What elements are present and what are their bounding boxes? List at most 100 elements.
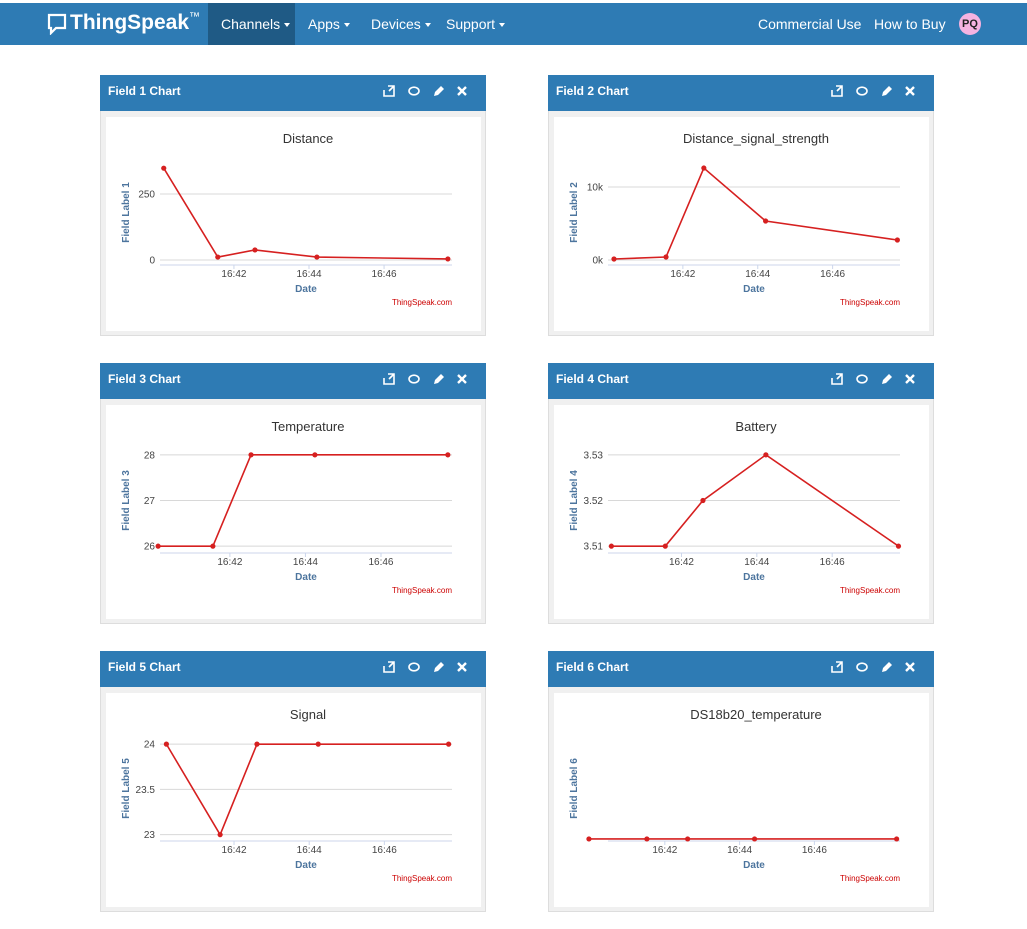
data-point xyxy=(155,543,161,549)
menu-support[interactable]: Support xyxy=(446,3,505,45)
menu-channels[interactable]: Channels xyxy=(221,3,290,45)
chart-box: DS18b20_temperature Field Label 6 Date Thin… xyxy=(554,693,929,907)
panel-icons xyxy=(831,661,915,673)
chart: DS18b20_temperature Field Label 6 Date Thin… xyxy=(569,707,900,883)
credit[interactable]: ThingSpeak.com xyxy=(840,586,900,595)
y-axis-label: Field Label 1 xyxy=(121,182,132,243)
x-axis-label: Date xyxy=(743,284,765,295)
data-point xyxy=(608,543,614,549)
chart-title: Distance xyxy=(283,131,334,146)
icon-close[interactable] xyxy=(905,86,915,96)
y-axis-label: Field Label 4 xyxy=(569,470,580,531)
icon-group xyxy=(831,85,915,97)
y-axis-label: Field Label 3 xyxy=(121,470,132,531)
y-tick-label: 0k xyxy=(592,256,604,267)
panel-icons xyxy=(831,373,915,385)
x-tick-label: 16:46 xyxy=(820,557,845,568)
icon-edit[interactable] xyxy=(882,374,892,384)
credit[interactable]: ThingSpeak.com xyxy=(392,298,452,307)
icon-open[interactable] xyxy=(831,85,843,97)
menu-devices[interactable]: Devices xyxy=(371,3,431,45)
icon-comment[interactable] xyxy=(856,86,868,96)
how-to-buy[interactable]: How to Buy xyxy=(874,16,946,32)
y-tick-label: 28 xyxy=(144,450,156,461)
icon-group xyxy=(831,373,915,385)
credit[interactable]: ThingSpeak.com xyxy=(392,586,452,595)
y-axis-label: Field Label 6 xyxy=(569,758,580,819)
x-tick-label: 16:46 xyxy=(372,269,397,280)
x-tick-label: 16:42 xyxy=(217,557,242,568)
panel-icons xyxy=(383,85,467,97)
data-point xyxy=(611,256,617,262)
chart-title: Distance_signal_strength xyxy=(683,131,829,146)
icon-comment[interactable] xyxy=(856,662,868,672)
icon-edit[interactable] xyxy=(434,86,444,96)
icon-edit[interactable] xyxy=(882,86,892,96)
data-point xyxy=(163,741,169,747)
x-tick-label: 16:42 xyxy=(221,269,246,280)
brand[interactable]: ThingSpeak™ xyxy=(70,3,200,43)
x-tick-label: 16:44 xyxy=(293,557,318,568)
panel-title: Field 1 Chart xyxy=(108,84,181,98)
credit[interactable]: ThingSpeak.com xyxy=(392,874,452,883)
data-point xyxy=(161,165,167,171)
x-tick-label: 16:42 xyxy=(669,557,694,568)
chart: Temperature Field Label 3 Date ThingSpeak.c… xyxy=(121,419,452,595)
chart-title: Temperature xyxy=(272,419,345,434)
data-point xyxy=(252,247,258,253)
panel-title: Field 5 Chart xyxy=(108,660,181,674)
panel-title: Field 3 Chart xyxy=(108,372,181,386)
icon-open[interactable] xyxy=(383,373,395,385)
data-point xyxy=(446,741,452,747)
chart-title: DS18b20_temperature xyxy=(690,707,822,722)
chart-box: Battery Field Label 4 Date ThingSpeak.com 3.… xyxy=(554,405,929,619)
data-point xyxy=(445,452,451,458)
chart: Distance_signal_strength Field Label 2 Dat… xyxy=(569,131,900,307)
data-point xyxy=(254,741,260,747)
icon-close[interactable] xyxy=(457,374,467,384)
icon-close[interactable] xyxy=(457,86,467,96)
y-tick-label: 250 xyxy=(138,190,155,201)
icon-close[interactable] xyxy=(905,374,915,384)
y-tick-label: 24 xyxy=(144,740,156,751)
icon-open[interactable] xyxy=(831,661,843,673)
icon-edit[interactable] xyxy=(882,662,892,672)
y-axis-label: Field Label 5 xyxy=(121,758,132,819)
y-tick-label: 27 xyxy=(144,496,156,507)
chart-box: Temperature Field Label 3 Date ThingSpeak.c… xyxy=(106,405,481,619)
icon-comment[interactable] xyxy=(408,86,420,96)
credit[interactable]: ThingSpeak.com xyxy=(840,298,900,307)
icon-close[interactable] xyxy=(457,662,467,672)
icon-comment[interactable] xyxy=(408,374,420,384)
icon-open[interactable] xyxy=(383,85,395,97)
icon-open[interactable] xyxy=(383,661,395,673)
icon-close[interactable] xyxy=(905,662,915,672)
icon-edit[interactable] xyxy=(434,374,444,384)
icon-comment[interactable] xyxy=(408,662,420,672)
data-point xyxy=(586,836,592,842)
x-axis-label: Date xyxy=(295,572,317,583)
chart-panel: Field 3 Chart Temperature Field Label 3 Dat… xyxy=(100,363,486,624)
icon-group xyxy=(383,661,467,673)
x-tick-label: 16:44 xyxy=(296,269,321,280)
avatar[interactable]: PQ xyxy=(959,13,981,35)
data-point xyxy=(663,254,669,260)
commercial-use[interactable]: Commercial Use xyxy=(758,16,862,32)
icon-open[interactable] xyxy=(831,373,843,385)
x-tick-label: 16:42 xyxy=(670,269,695,280)
data-point xyxy=(315,741,321,747)
x-tick-label: 16:44 xyxy=(745,269,770,280)
x-axis-label: Date xyxy=(295,284,317,295)
navbar: ThingSpeak™ Channels Apps Devices Suppor… xyxy=(0,3,1027,45)
icon-comment[interactable] xyxy=(856,374,868,384)
chart-title: Battery xyxy=(735,419,777,434)
data-point xyxy=(644,836,650,842)
data-point xyxy=(700,497,706,504)
menu-apps[interactable]: Apps xyxy=(308,3,350,45)
brand-name[interactable]: ThingSpeak xyxy=(70,11,190,34)
x-tick-label: 16:44 xyxy=(297,845,322,856)
x-axis-label: Date xyxy=(743,572,765,583)
y-tick-label: 3.51 xyxy=(584,542,604,553)
credit[interactable]: ThingSpeak.com xyxy=(840,874,900,883)
icon-edit[interactable] xyxy=(434,662,444,672)
